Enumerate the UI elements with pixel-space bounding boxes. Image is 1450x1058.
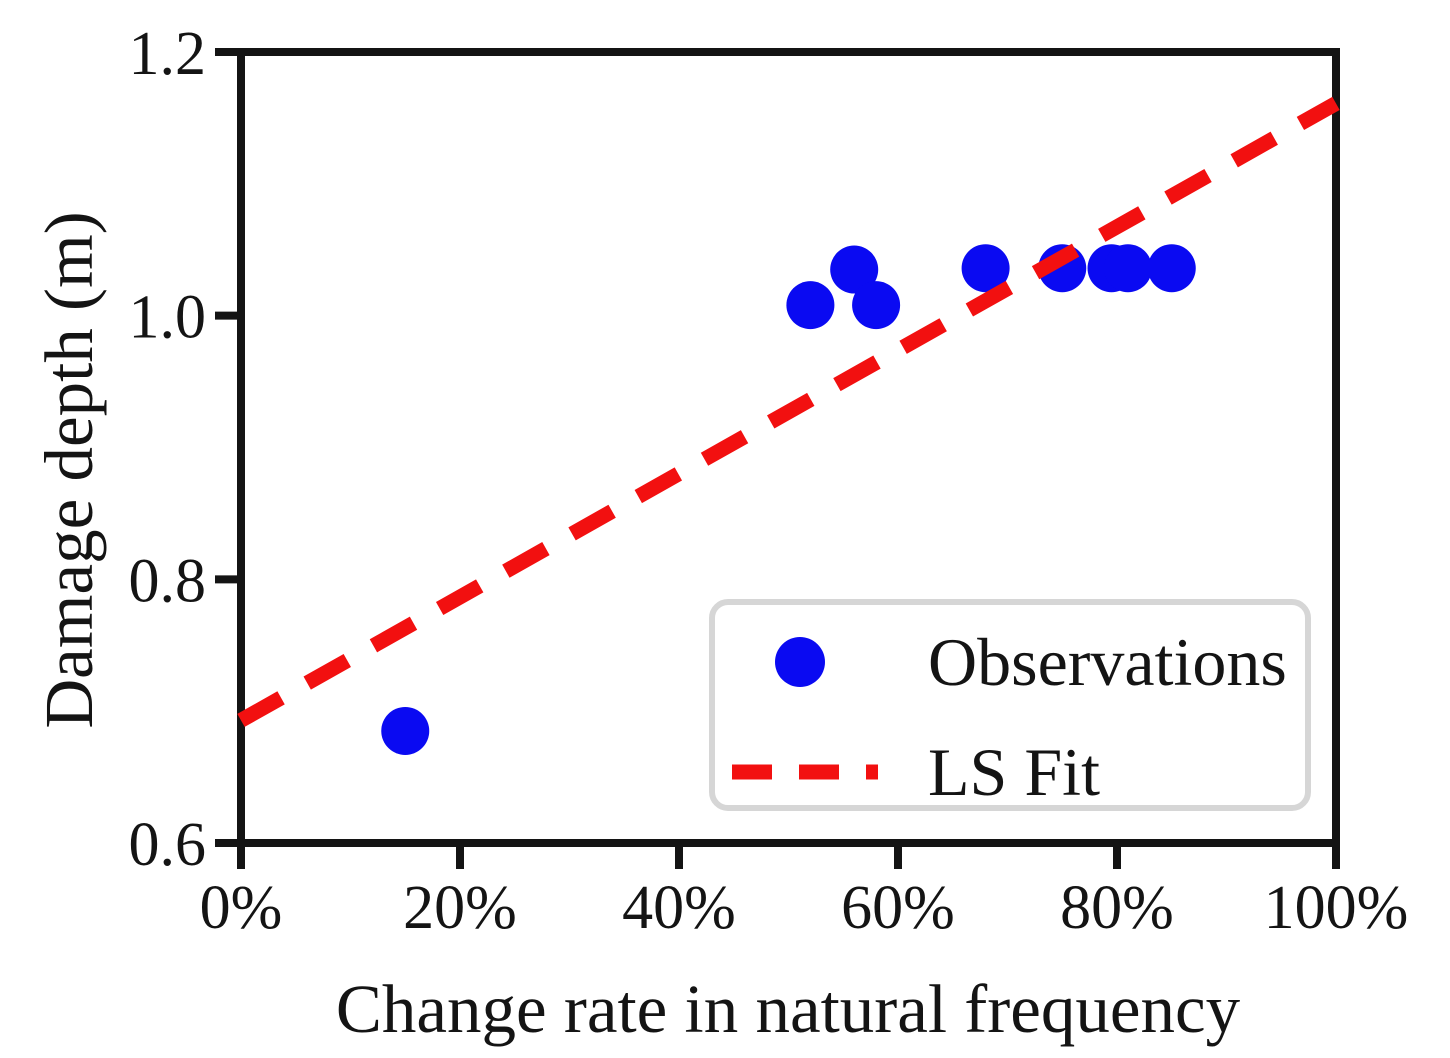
data-point	[852, 281, 901, 330]
x-axis-label: Change rate in natural frequency	[336, 971, 1241, 1047]
legend-label-ls-fit: LS Fit	[928, 734, 1100, 810]
data-point	[1147, 244, 1196, 293]
x-tick-label: 40%	[622, 874, 736, 942]
y-tick-label: 0.8	[129, 547, 207, 615]
x-tick-label: 60%	[841, 874, 955, 942]
data-point	[1103, 244, 1152, 293]
legend-label-observations: Observations	[928, 624, 1287, 700]
x-tick-label: 0%	[200, 874, 283, 942]
data-point	[830, 245, 879, 294]
y-axis-label: Damage depth (m)	[31, 211, 107, 728]
legend-box	[709, 599, 1311, 811]
legend-marker-observations-icon	[775, 637, 825, 687]
y-tick-label: 0.6	[129, 811, 207, 879]
data-point	[786, 281, 835, 330]
ls-fit-line	[237, 96, 1340, 727]
data-point	[961, 244, 1010, 293]
x-tick-label: 20%	[403, 874, 517, 942]
y-tick-label: 1.0	[129, 284, 207, 352]
y-tick-label: 1.2	[129, 20, 207, 88]
plot-border	[237, 48, 1340, 847]
legend: Observations LS Fit	[709, 599, 1311, 811]
x-tick-label: 100%	[1264, 874, 1409, 942]
y-axis-ticks: 0.6 0.8 1.0 1.2	[129, 20, 241, 879]
data-point	[381, 706, 430, 755]
x-axis-ticks: 0% 20% 40% 60% 80% 100%	[200, 843, 1409, 942]
x-tick-label: 80%	[1060, 874, 1174, 942]
series-layer	[237, 96, 1340, 755]
